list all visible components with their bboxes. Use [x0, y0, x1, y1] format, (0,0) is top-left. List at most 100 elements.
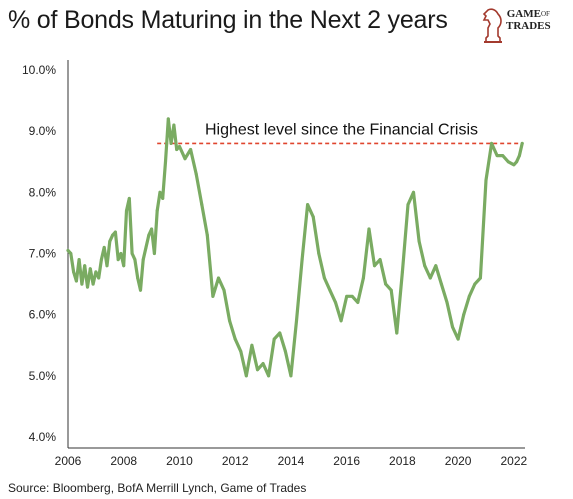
annotation-label: Highest level since the Financial Crisis: [205, 121, 478, 138]
data-point: [152, 252, 156, 255]
data-point: [350, 294, 354, 298]
data-point: [102, 245, 106, 249]
x-tick-labels: 2006 2008 2010 2012 2014 2016 2018 2020 2022: [55, 454, 528, 468]
data-point: [334, 300, 338, 304]
data-point: [289, 374, 293, 378]
chart-axes: [67, 60, 525, 449]
data-point: [194, 172, 198, 176]
data-point: [150, 227, 154, 231]
data-point: [255, 368, 259, 372]
x-tick-label: 2012: [222, 454, 249, 468]
data-point: [311, 215, 315, 219]
data-point: [222, 288, 226, 292]
data-point: [91, 282, 95, 286]
data-point: [77, 258, 81, 262]
data-point: [200, 203, 204, 207]
data-point: [406, 203, 410, 207]
data-point: [169, 141, 173, 145]
data-point: [161, 196, 165, 200]
data-point: [378, 258, 382, 262]
data-point: [272, 337, 276, 341]
data-point: [478, 276, 482, 280]
x-tick-label: 2016: [333, 454, 360, 468]
data-point: [512, 163, 516, 167]
data-point: [439, 282, 443, 286]
data-point: [361, 276, 365, 280]
data-point: [322, 276, 326, 280]
data-point: [233, 337, 237, 341]
data-point: [133, 258, 137, 262]
data-point: [189, 148, 193, 152]
data-point: [345, 294, 349, 298]
data-point: [400, 270, 404, 274]
brand-logo-text: GAMEOF TRADES: [506, 8, 551, 32]
data-point: [495, 154, 499, 158]
y-tick-labels: 4.0% 5.0% 6.0% 7.0% 8.0% 9.0% 10.0%: [22, 63, 56, 444]
data-point: [417, 239, 421, 243]
data-point: [80, 282, 84, 286]
data-point: [239, 349, 243, 353]
data-point: [295, 319, 298, 323]
data-point: [328, 288, 332, 292]
data-point: [99, 258, 103, 262]
data-point: [130, 252, 134, 255]
chart-title: % of Bonds Maturing in the Next 2 years: [8, 6, 448, 34]
data-point: [423, 264, 427, 268]
data-point: [356, 300, 360, 304]
data-point: [520, 141, 524, 145]
data-point: [147, 233, 151, 237]
data-point: [164, 160, 168, 164]
y-tick-label: 10.0%: [22, 63, 56, 77]
data-point: [138, 288, 142, 292]
data-point: [484, 178, 488, 182]
data-point: [317, 252, 321, 255]
knight-chess-piece-icon: [482, 8, 502, 43]
data-point: [113, 230, 117, 234]
data-point: [428, 276, 432, 280]
logo-line2: TRADES: [506, 20, 551, 32]
data-point: [490, 141, 494, 145]
data-point: [155, 209, 159, 213]
data-point: [228, 319, 232, 323]
y-tick-label: 8.0%: [29, 185, 57, 199]
data-point: [86, 285, 90, 289]
data-point: [216, 276, 220, 280]
data-point: [141, 258, 145, 262]
data-point: [462, 313, 466, 317]
data-point: [127, 196, 131, 200]
data-point: [88, 267, 92, 271]
data-point: [183, 157, 187, 161]
data-point: [111, 233, 115, 237]
series-line: [66, 117, 524, 378]
data-point: [434, 264, 438, 268]
data-point: [501, 154, 505, 158]
data-point: [211, 294, 215, 298]
data-point: [72, 270, 76, 274]
data-point: [306, 203, 310, 207]
data-point: [384, 282, 388, 286]
logo-line1: GAME: [506, 8, 541, 20]
y-tick-label: 9.0%: [29, 124, 57, 138]
data-point: [144, 245, 148, 249]
data-point: [74, 279, 78, 283]
data-point: [339, 319, 343, 323]
data-point: [177, 144, 181, 148]
data-point: [66, 248, 70, 252]
data-point: [205, 233, 209, 237]
x-tick-label: 2014: [278, 454, 305, 468]
y-tick-label: 6.0%: [29, 308, 57, 322]
data-point: [395, 331, 399, 335]
data-point: [97, 276, 101, 280]
x-tick-label: 2018: [389, 454, 416, 468]
data-point: [283, 349, 287, 353]
data-point: [108, 239, 112, 243]
data-point: [517, 154, 521, 158]
x-tick-label: 2008: [110, 454, 137, 468]
data-point: [412, 190, 416, 194]
data-point: [116, 258, 120, 262]
y-tick-label: 7.0%: [29, 247, 57, 261]
data-point: [175, 148, 179, 152]
data-point: [367, 227, 371, 231]
data-point: [122, 264, 126, 268]
